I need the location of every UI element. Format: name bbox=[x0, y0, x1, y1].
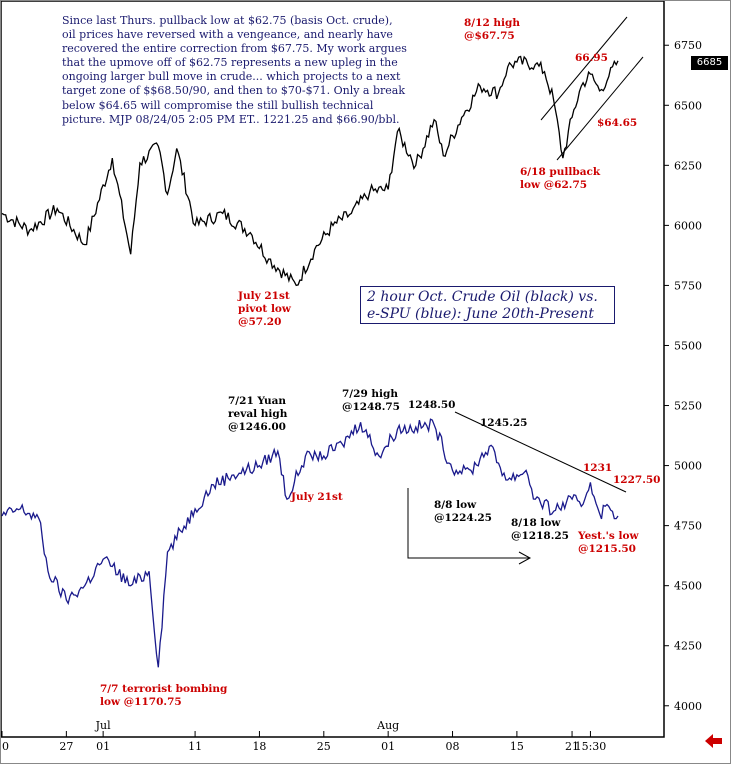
annotation-label: reval high bbox=[228, 408, 288, 420]
annotation-label: 1245.25 bbox=[480, 417, 528, 429]
annotation-label: 1227.50 bbox=[613, 474, 661, 486]
annotation-label: 1248.50 bbox=[408, 399, 456, 411]
y-tick-label: 4250 bbox=[674, 640, 702, 653]
annotation-label: 8/12 high bbox=[464, 17, 520, 29]
annotation-label: 8/18 low bbox=[511, 517, 561, 529]
x-tick-label: 01 bbox=[96, 740, 110, 753]
annotation-label: 8/8 low bbox=[434, 499, 477, 511]
annotation-label: 7/7 terrorist bombing bbox=[100, 683, 228, 695]
note-line: Since last Thurs. pullback low at $62.75… bbox=[62, 14, 442, 28]
annotation-label: 7/29 high bbox=[342, 388, 398, 400]
annotation-label: July 21st bbox=[290, 491, 343, 503]
x-tick-label: 18 bbox=[252, 740, 266, 753]
x-tick-label: 25 bbox=[317, 740, 331, 753]
note-line: target zone of $$68.50/90, and then to $… bbox=[62, 84, 442, 98]
annotation-label: low @62.75 bbox=[520, 179, 587, 191]
note-line: picture. MJP 08/24/05 2:05 PM ET.. 1221.… bbox=[62, 113, 442, 127]
note-line: that the upmove off of $62.75 represents… bbox=[62, 56, 442, 70]
annotation-label: @57.20 bbox=[238, 316, 281, 328]
annotation-label: @1248.75 bbox=[342, 401, 400, 413]
annotation-label: @1218.25 bbox=[511, 530, 569, 542]
x-tick-label: 27 bbox=[59, 740, 73, 753]
annotation-label: 1231 bbox=[583, 462, 612, 474]
annotation-label: @1224.25 bbox=[434, 512, 492, 524]
month-label: Aug bbox=[376, 719, 399, 732]
annotation-label: 6/18 pullback bbox=[520, 166, 601, 178]
commentary-note: Since last Thurs. pullback low at $62.75… bbox=[62, 14, 442, 127]
annotation-label: Yest.'s low bbox=[577, 530, 639, 542]
x-tick-label: 15:30 bbox=[575, 740, 607, 753]
x-tick-label: 0 bbox=[2, 740, 9, 753]
y-tick-label: 5500 bbox=[674, 339, 702, 352]
annotation-label: $64.65 bbox=[597, 117, 637, 129]
note-line: below $64.65 will compromise the still b… bbox=[62, 99, 442, 113]
legend-line: e-SPU (blue): June 20th-Present bbox=[367, 306, 608, 323]
series-line bbox=[2, 419, 618, 667]
annotation-label: @1246.00 bbox=[228, 421, 286, 433]
note-line: ongoing larger bull move in crude... whi… bbox=[62, 70, 442, 84]
annotation-label: @$67.75 bbox=[464, 30, 515, 42]
note-line: recovered the entire correction from $67… bbox=[62, 42, 442, 56]
annotation-label: pivot low bbox=[238, 303, 292, 315]
legend-box: 2 hour Oct. Crude Oil (black) vs. e-SPU … bbox=[360, 286, 615, 324]
note-line: oil prices have reversed with a vengeanc… bbox=[62, 28, 442, 42]
y-tick-label: 5000 bbox=[674, 460, 702, 473]
channel-upper-trendline bbox=[541, 17, 627, 120]
y-tick-label: 5750 bbox=[674, 279, 702, 292]
month-label: Jul bbox=[95, 719, 111, 732]
y-tick-label: 6500 bbox=[674, 99, 702, 112]
annotation-label: low @1170.75 bbox=[100, 696, 182, 708]
x-tick-label: 11 bbox=[188, 740, 202, 753]
last-price-badge: 6685 bbox=[691, 56, 728, 70]
annotation-label: July 21st bbox=[237, 290, 290, 302]
y-tick-label: 4000 bbox=[674, 700, 702, 713]
y-tick-label: 4750 bbox=[674, 520, 702, 533]
y-tick-label: 4500 bbox=[674, 580, 702, 593]
legend-line: 2 hour Oct. Crude Oil (black) vs. bbox=[367, 289, 608, 306]
y-axis: 4000 4250 4500 4750 5000 5250 5500 5750 6000 6250… bbox=[664, 39, 702, 713]
annotation-label: 66.95 bbox=[575, 52, 608, 64]
x-tick-label: 01 bbox=[381, 740, 395, 753]
annotation-label: @1215.50 bbox=[578, 543, 636, 555]
series-layer bbox=[2, 57, 618, 668]
y-tick-label: 6250 bbox=[674, 159, 702, 172]
x-tick-label: 15 bbox=[510, 740, 524, 753]
x-tick-label: 08 bbox=[446, 740, 460, 753]
channel-lower-trendline bbox=[557, 57, 643, 160]
annotation-label: 7/21 Yuan bbox=[228, 395, 286, 407]
y-tick-label: 6000 bbox=[674, 219, 702, 232]
y-tick-label: 5250 bbox=[674, 400, 702, 413]
scroll-arrow-icon[interactable] bbox=[705, 734, 722, 748]
y-tick-label: 6750 bbox=[674, 39, 702, 52]
